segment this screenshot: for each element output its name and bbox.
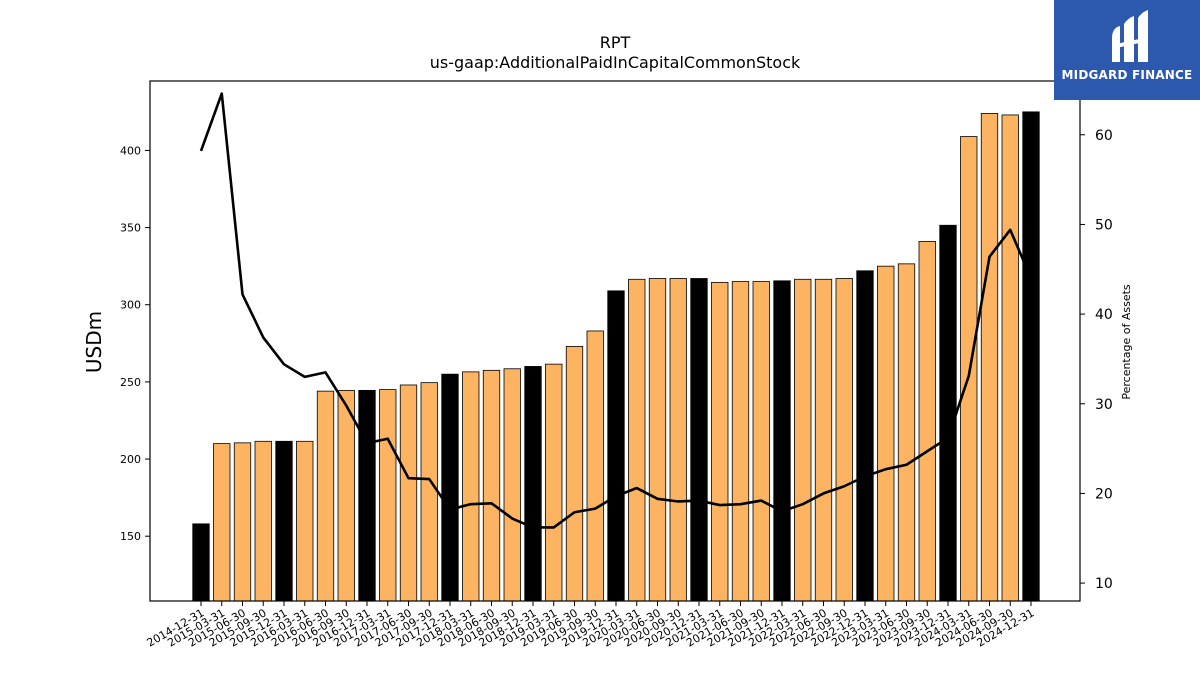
bar bbox=[773, 280, 791, 602]
bar bbox=[337, 389, 355, 602]
bar bbox=[316, 390, 335, 602]
bar bbox=[814, 278, 833, 602]
y2-tick-label: 50 bbox=[1095, 217, 1113, 233]
bar bbox=[980, 113, 999, 602]
bar bbox=[731, 281, 750, 602]
y2-tick-label: 10 bbox=[1095, 576, 1113, 592]
logo-mark-icon bbox=[1112, 10, 1148, 62]
bar bbox=[1022, 111, 1040, 602]
bar bbox=[835, 278, 853, 602]
y2-tick-label: 60 bbox=[1095, 128, 1113, 144]
bar bbox=[503, 368, 521, 602]
bar bbox=[296, 440, 314, 602]
y-axis-label: USDm bbox=[82, 311, 106, 373]
bar bbox=[420, 382, 438, 602]
y2-tick-label: 20 bbox=[1095, 486, 1113, 502]
y2-tick-label: 40 bbox=[1095, 307, 1113, 323]
line-group bbox=[199, 92, 1033, 529]
bar bbox=[482, 369, 501, 602]
plot-frame bbox=[149, 80, 1081, 602]
y-tick-label: 200 bbox=[120, 453, 141, 466]
logo-text: MIDGARD FINANCE bbox=[1061, 68, 1193, 82]
bar bbox=[586, 330, 604, 602]
bar bbox=[545, 363, 563, 602]
bar bbox=[565, 346, 584, 602]
y-tick-label: 400 bbox=[120, 144, 141, 157]
bar bbox=[441, 373, 459, 602]
chart-subtitle: us-gaap:AdditionalPaidInCapitalCommonSto… bbox=[430, 53, 801, 72]
bar bbox=[856, 270, 874, 602]
bar bbox=[358, 389, 376, 602]
bar bbox=[939, 224, 957, 602]
bar bbox=[399, 384, 418, 602]
bar bbox=[877, 265, 895, 602]
bar bbox=[524, 366, 542, 602]
bar bbox=[254, 440, 272, 602]
bar bbox=[462, 371, 480, 602]
y2-tick-label: 30 bbox=[1095, 397, 1113, 413]
bar bbox=[897, 263, 916, 602]
bar bbox=[918, 241, 936, 602]
bar bbox=[794, 278, 812, 602]
y-tick-label: 300 bbox=[120, 299, 141, 312]
y2-axis-label: Percentage of Assets bbox=[1120, 284, 1133, 400]
bar bbox=[379, 389, 397, 602]
bar bbox=[233, 442, 252, 602]
y-tick-label: 350 bbox=[120, 222, 141, 235]
bar bbox=[192, 523, 210, 602]
bar bbox=[275, 440, 293, 602]
bar bbox=[690, 278, 708, 602]
bar bbox=[1001, 114, 1019, 602]
bar bbox=[711, 281, 729, 602]
y-tick-label: 250 bbox=[120, 376, 141, 389]
bars-group bbox=[192, 111, 1040, 602]
brand-logo: MIDGARD FINANCE bbox=[1054, 0, 1200, 100]
chart-title: RPT bbox=[600, 33, 631, 52]
bar bbox=[213, 443, 231, 602]
bar bbox=[628, 278, 646, 602]
bar bbox=[648, 278, 667, 602]
bar bbox=[752, 281, 770, 602]
bar bbox=[669, 278, 687, 602]
y-tick-label: 150 bbox=[120, 530, 141, 543]
bar bbox=[607, 290, 625, 602]
percent-assets-line bbox=[199, 92, 1033, 529]
